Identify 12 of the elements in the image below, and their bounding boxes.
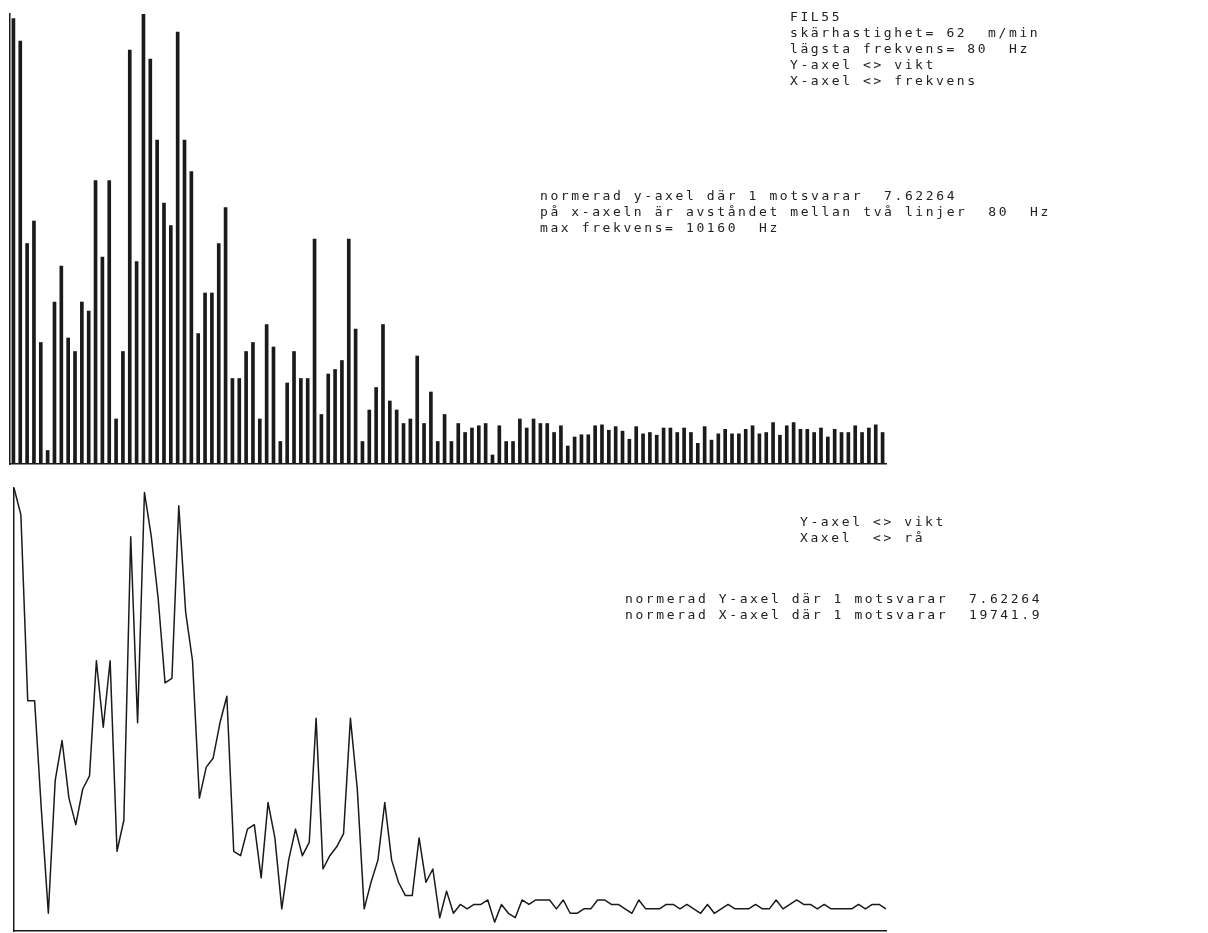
annotation: lägsta frekvens= 80 Hz bbox=[790, 41, 1031, 57]
annotation: på x-axeln är avståndet mellan två linjer 80 Hz bbox=[540, 204, 1051, 220]
annotation: skärhastighet= 62 m/min bbox=[790, 25, 1041, 41]
annotation: X-axel <> frekvens bbox=[790, 73, 979, 89]
annotation: max frekvens= 10160 Hz bbox=[540, 220, 781, 236]
annotation: Y-axel <> vikt bbox=[790, 57, 937, 73]
annotation: normerad y-axel där 1 motsvarar 7.62264 bbox=[540, 188, 959, 204]
annotation: Y-axel <> vikt bbox=[800, 514, 946, 530]
annotation: normerad Y-axel där 1 motsvarar 7.62264 bbox=[625, 591, 1043, 607]
annotation: Xaxel <> rå bbox=[800, 530, 927, 546]
annotation: FIL55 bbox=[790, 9, 844, 25]
annotation: normerad X-axel där 1 motsvarar 19741.9 bbox=[625, 607, 1043, 623]
